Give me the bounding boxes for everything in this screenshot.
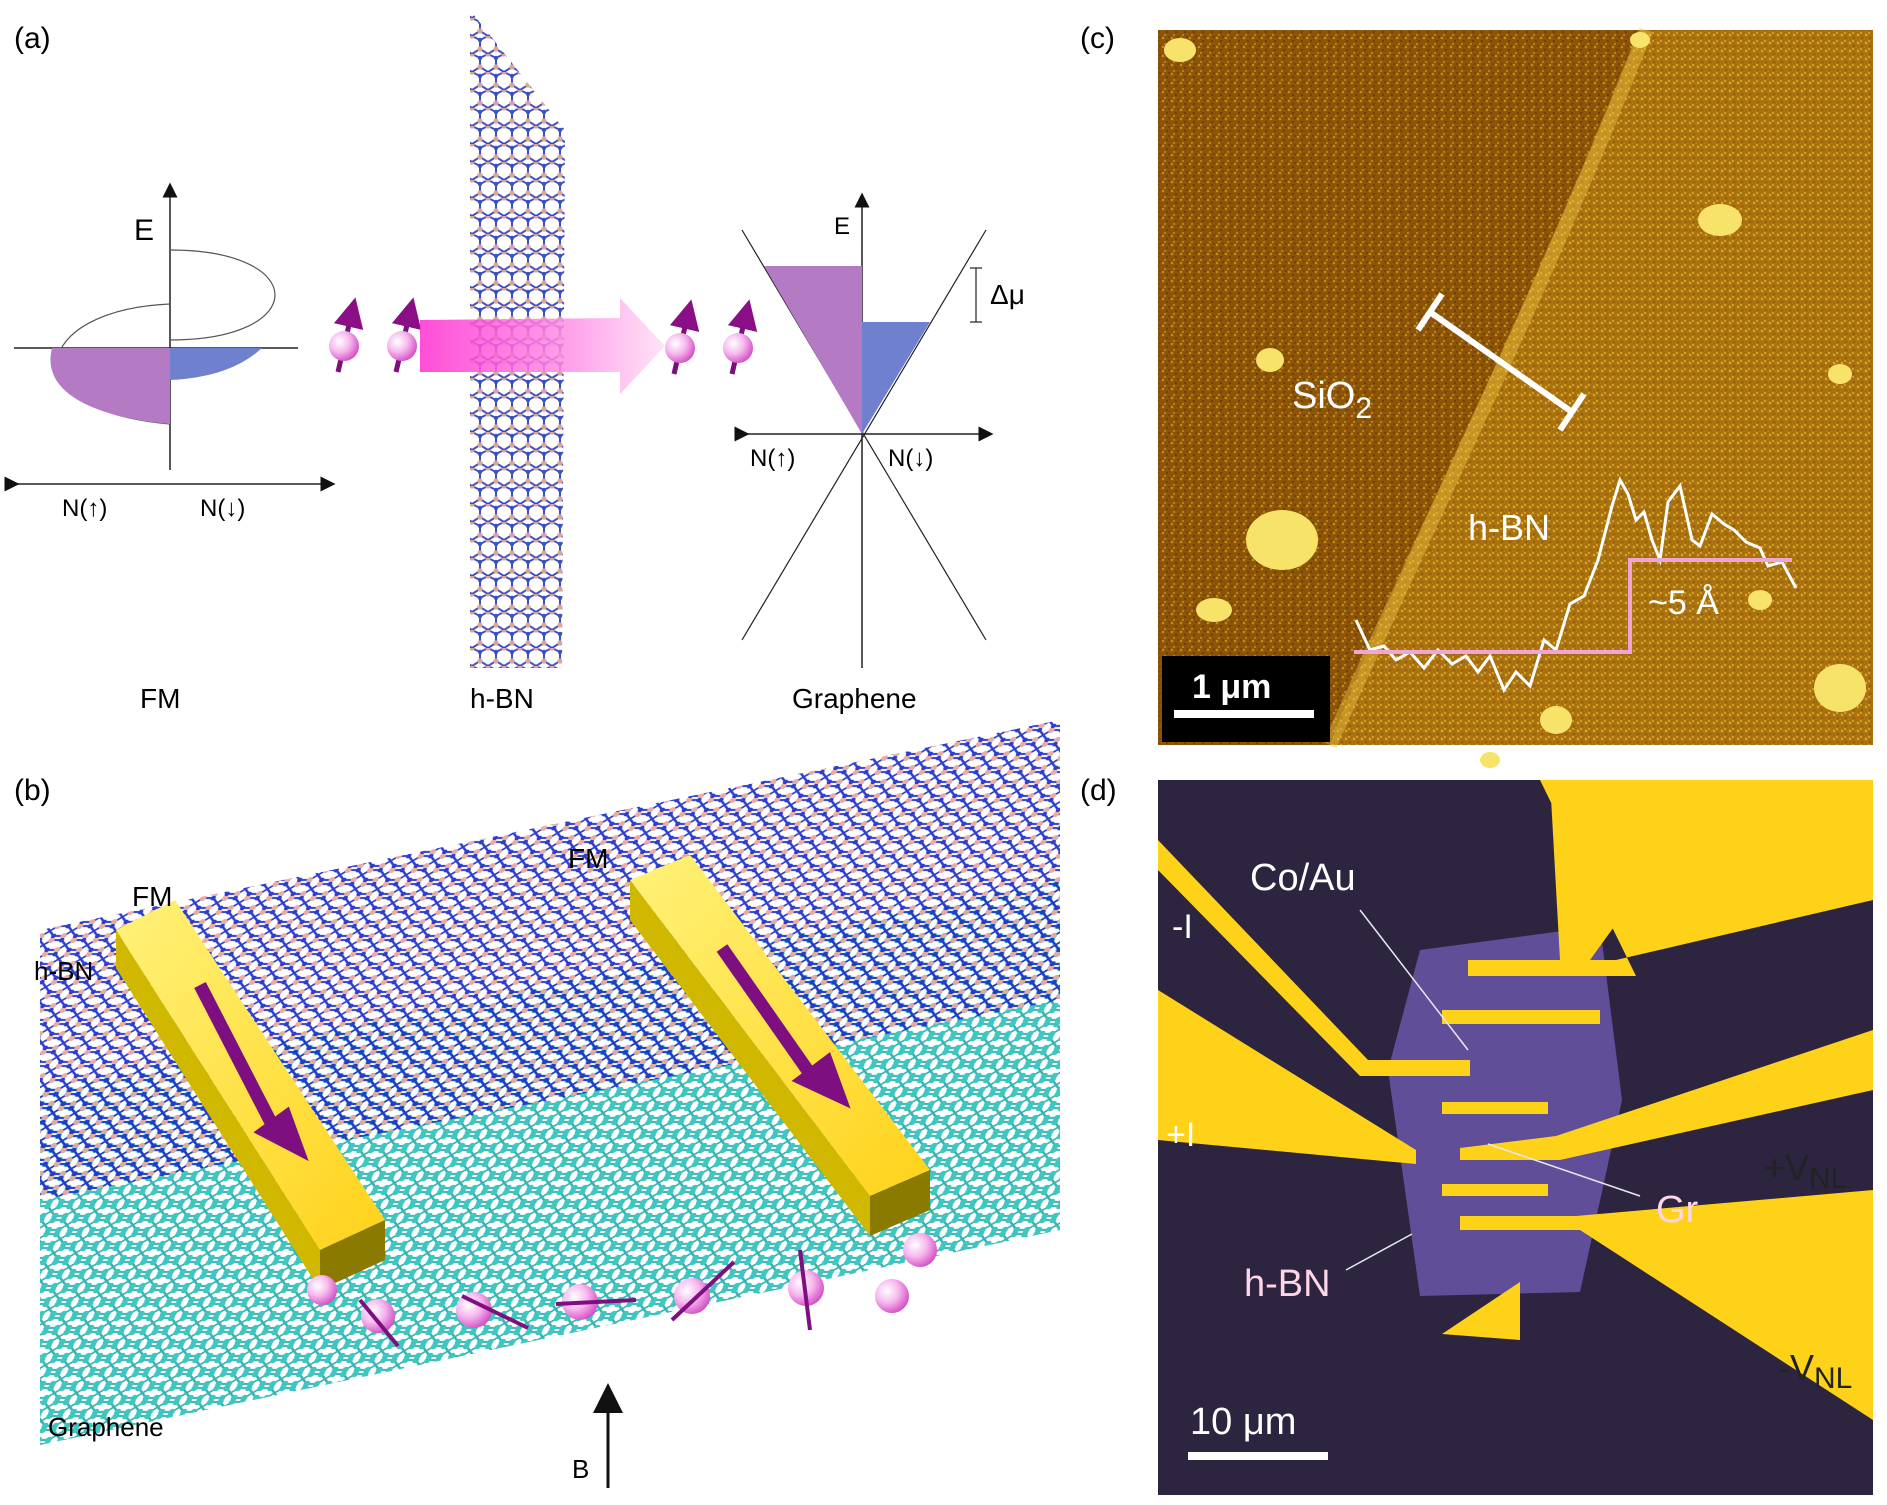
hbn-flake-region	[1330, 30, 1873, 745]
minus-i-label: -I	[1172, 908, 1193, 946]
fm-dos-down-label: N(↓)	[200, 495, 245, 522]
magnetic-field-label: B	[572, 1454, 589, 1484]
fm-energy-label: E	[134, 214, 154, 247]
coau-leader	[1359, 909, 1469, 1051]
hbn-leader	[1345, 1233, 1413, 1271]
step-fit	[1354, 558, 1792, 654]
spin-current	[307, 1233, 937, 1348]
fm-filled-down	[170, 348, 262, 380]
plus-v-label: +VNL	[1764, 1147, 1847, 1195]
graphene-filled-down	[862, 322, 930, 434]
hbn-layer-label: h-BN	[34, 956, 93, 986]
sio2-label: SiO2	[1292, 375, 1372, 425]
gold-contacts	[1158, 780, 1873, 1420]
fm-electrode-right	[630, 855, 930, 1236]
graphene-caption: Graphene	[792, 683, 917, 714]
afm-scalebar-label: 1 μm	[1192, 668, 1271, 706]
step-height-label: ~5 Å	[1648, 584, 1719, 622]
fm-electrode-left	[116, 900, 385, 1290]
fm-dos-plot: E N(↑) N(↓) FM	[4, 182, 336, 714]
optical-scalebar	[1188, 1452, 1328, 1460]
graphene-dos-plot: E Δμ N(↑) N(↓) Graphene	[734, 192, 1025, 714]
graphene-energy-label: E	[834, 213, 850, 240]
panel-c-label: (c)	[1080, 22, 1115, 55]
gr-leader	[1487, 1143, 1641, 1197]
afm-particles	[1164, 32, 1866, 768]
spin-injection-arrow	[420, 298, 665, 394]
minus-v-label: -VNL	[1778, 1347, 1852, 1395]
fm-filled-up	[50, 348, 170, 424]
fm-left-label: FM	[132, 881, 172, 912]
graphene-dos-down-label: N(↓)	[888, 445, 933, 472]
panel-b: (b)	[14, 720, 1060, 1488]
fm-caption: FM	[140, 683, 180, 714]
hbn-lattice	[40, 720, 1060, 1200]
hbn-caption: h-BN	[470, 683, 534, 714]
profile-line	[1428, 309, 1574, 415]
hbn-afm-label: h-BN	[1468, 507, 1550, 548]
graphene-dos-up-label: N(↑)	[750, 445, 795, 472]
panel-b-label: (b)	[14, 774, 51, 807]
spin-arrows-left	[329, 297, 422, 373]
delta-mu-label: Δμ	[990, 279, 1025, 310]
hbn-sheet: h-BN	[420, 10, 665, 714]
panel-d: (d) Co/Au -I +I +VNL -VNL Gr h-BN 10 μm	[1080, 774, 1873, 1495]
gr-label: Gr	[1656, 1189, 1699, 1231]
afm-scalebar	[1174, 710, 1314, 718]
graphene-layer-label: Graphene	[48, 1412, 164, 1442]
hbn-optical-label: h-BN	[1244, 1263, 1331, 1305]
fm-right-label: FM	[568, 843, 608, 874]
fm-dos-down-band	[169, 249, 276, 341]
panel-c: (c) SiO2 h-BN ~5 Å 1 μm	[1080, 22, 1873, 768]
plus-i-label: +I	[1166, 1116, 1195, 1154]
fm-dos-up-label: N(↑)	[62, 495, 107, 522]
panel-a-label: (a)	[14, 22, 51, 55]
panel-d-label: (d)	[1080, 774, 1117, 807]
panel-a: (a) E N(↑) N(↓) FM h-BN	[4, 10, 1025, 714]
graphene-filled-up	[764, 266, 862, 434]
afm-scalebar-box	[1162, 656, 1330, 742]
coau-label: Co/Au	[1250, 857, 1356, 899]
spin-arrows-right	[665, 299, 758, 375]
optical-scalebar-label: 10 μm	[1190, 1401, 1296, 1443]
